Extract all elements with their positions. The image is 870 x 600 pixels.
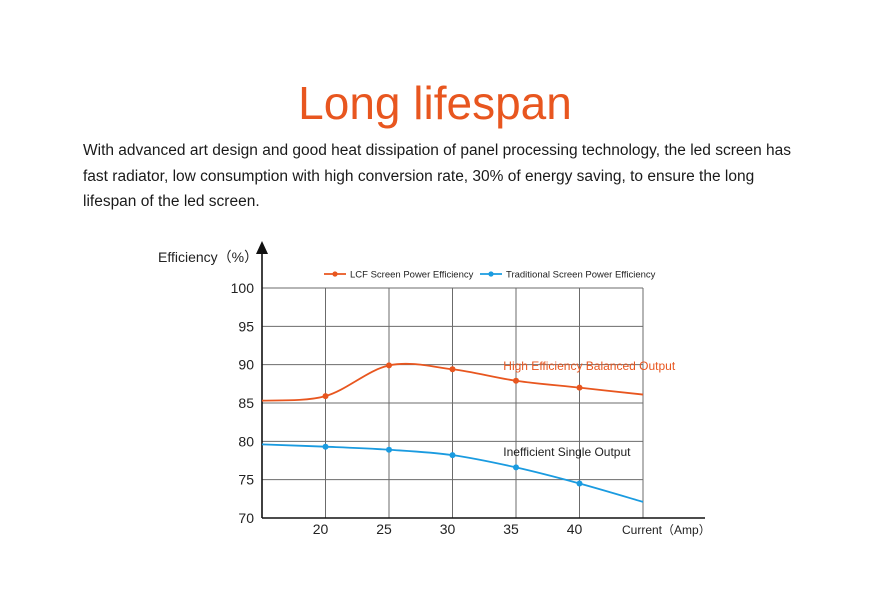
legend-label: Traditional Screen Power Efficiency — [506, 270, 656, 281]
legend-label: LCF Screen Power Efficiency — [350, 270, 474, 281]
x-tick-label: 30 — [440, 521, 456, 537]
x-tick-label: 35 — [503, 521, 519, 537]
series-point-2 — [386, 446, 392, 453]
series-point-2 — [513, 464, 519, 471]
chart-axes — [256, 241, 705, 519]
legend-marker — [332, 271, 338, 277]
x-tick-label: 20 — [313, 521, 329, 537]
page-description: With advanced art design and good heat d… — [83, 142, 792, 210]
series-point-2 — [576, 480, 583, 487]
series-point-2 — [449, 452, 456, 459]
x-tick-label: 40 — [567, 521, 583, 537]
page-title: Long lifespan — [298, 77, 572, 129]
x-axis-label: Current（Amp） — [622, 523, 711, 537]
y-tick-label: 100 — [231, 280, 255, 296]
series-point-1 — [576, 384, 583, 391]
y-axis-arrow — [256, 241, 268, 254]
series-annotation-2: Inefficient Single Output — [503, 445, 631, 459]
series-point-1 — [322, 393, 329, 400]
y-tick-label: 95 — [238, 318, 254, 334]
legend-marker — [488, 271, 494, 277]
series-point-1 — [513, 377, 519, 384]
series-annotation-1: High Efficiency Balanced Output — [503, 359, 676, 373]
y-tick-label: 70 — [238, 510, 254, 526]
series-point-2 — [322, 443, 329, 450]
chart-series — [261, 362, 644, 503]
series-point-1 — [386, 362, 392, 369]
chart-labels: 70 75 80 85 90 95 100 20 25 30 35 40 Efficiency（%） Cu… — [158, 249, 711, 537]
y-tick-label: 75 — [238, 472, 254, 488]
y-tick-label: 85 — [238, 395, 254, 411]
y-tick-label: 80 — [238, 433, 254, 449]
chart-legend: LCF Screen Power Efficiency Traditional S… — [324, 270, 656, 281]
x-tick-label: 25 — [376, 521, 392, 537]
y-tick-label: 90 — [238, 357, 254, 373]
chart-grid — [262, 287, 644, 518]
series-point-1 — [449, 366, 456, 373]
y-axis-label: Efficiency（%） — [158, 249, 258, 265]
